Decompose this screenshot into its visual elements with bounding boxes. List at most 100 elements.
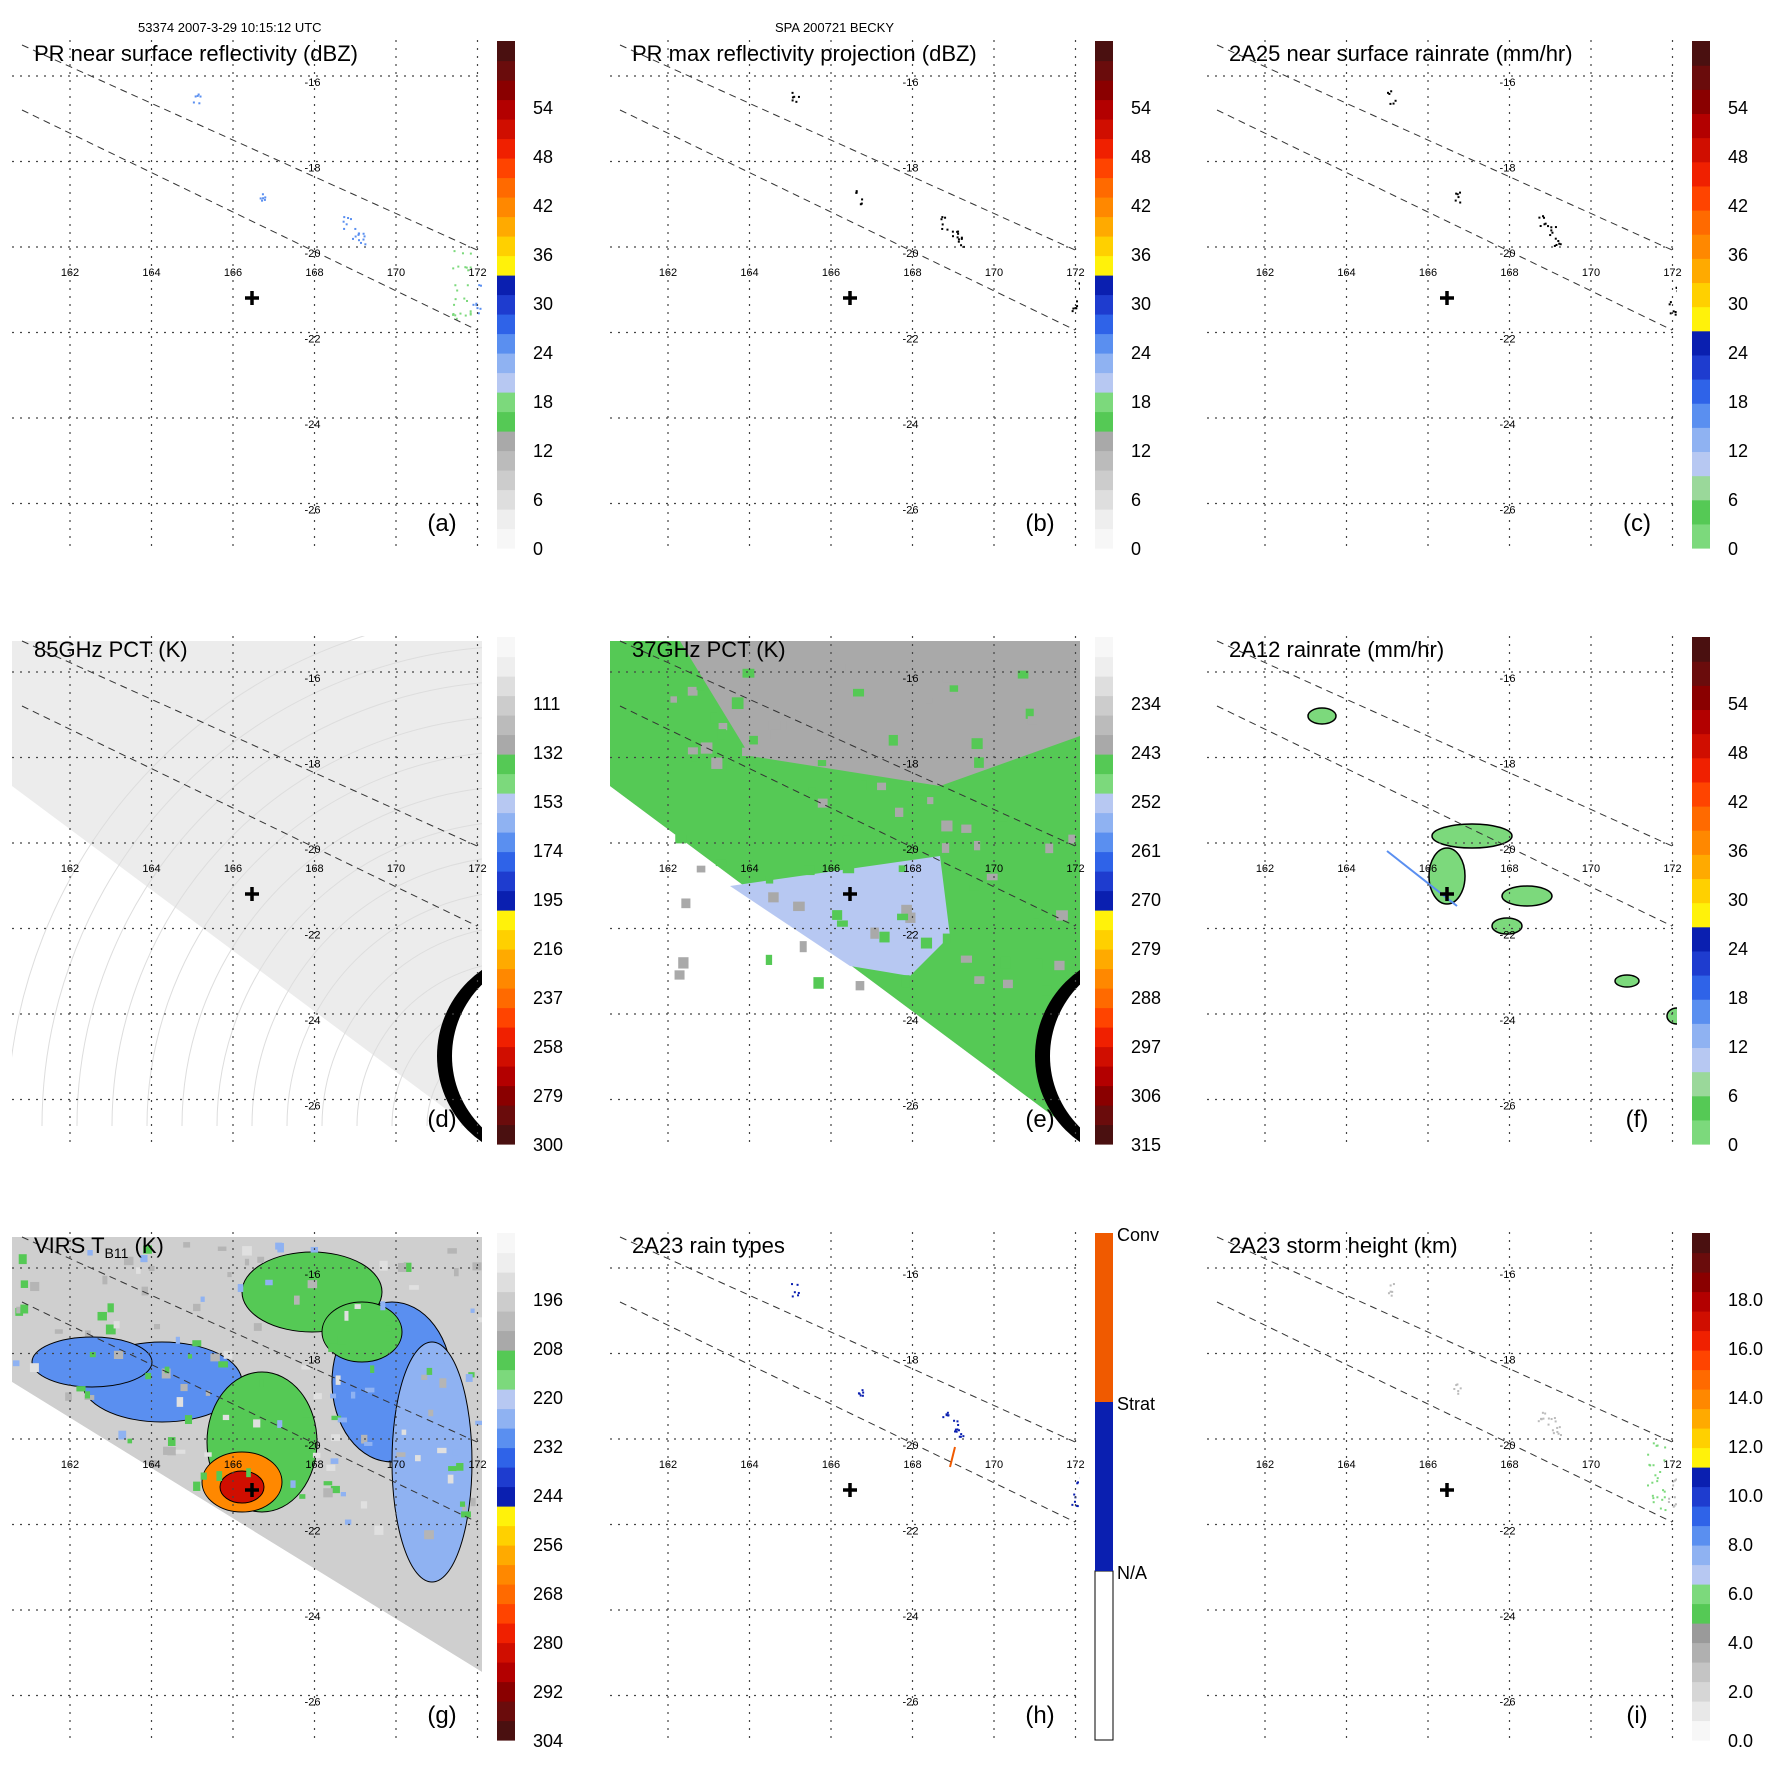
echo-pixel	[1456, 1383, 1459, 1386]
pixel	[1056, 910, 1068, 921]
pixel	[717, 729, 726, 740]
echo-pixel	[1656, 1480, 1659, 1483]
echo-pixel	[466, 284, 469, 287]
colorbar-segment	[1692, 757, 1710, 783]
lon-tick-label: 172	[1066, 267, 1084, 279]
echo-pixel	[475, 304, 478, 307]
colorbar-segment	[1692, 1023, 1710, 1049]
pixel	[1054, 960, 1065, 971]
echo-pixel	[1651, 1481, 1654, 1484]
colorbar-segment	[1692, 999, 1710, 1024]
echo-pixel	[791, 99, 794, 102]
pixel	[439, 1378, 447, 1388]
colorbar-tick: 36	[1728, 245, 1748, 265]
echo-pixel	[862, 1391, 865, 1394]
pixel	[379, 1260, 388, 1271]
colorbar-segment	[497, 1105, 515, 1126]
echo-pixel	[1080, 1483, 1082, 1485]
echo-pixel	[1389, 1284, 1392, 1287]
swath-85ghz	[12, 641, 482, 1136]
echo-pixel	[1542, 215, 1545, 218]
rain-contour	[1666, 1007, 1677, 1025]
pixel	[852, 688, 865, 697]
echo-pixel	[1081, 293, 1083, 295]
lat-tick-label: -20	[903, 844, 919, 856]
colorbar-segment	[1692, 137, 1710, 163]
panel-label: (d)	[427, 1106, 456, 1133]
colorbar-segment	[1095, 158, 1113, 179]
echo-pixel	[1668, 303, 1671, 306]
echo-pixel	[1538, 216, 1541, 219]
panel-i: 162 164 166 168 170 172 -16 -18 -20 -22 -24 -26 2A23…	[1207, 1232, 1763, 1751]
pixel	[340, 1492, 346, 1497]
colorbar-segment	[497, 754, 515, 775]
pixel	[16, 1306, 21, 1314]
echo-pixel	[793, 1291, 796, 1294]
cloud-blob	[31, 1336, 153, 1388]
lon-tick-label: 166	[1419, 1459, 1437, 1471]
pixel	[326, 1464, 336, 1471]
echo-pixel	[1558, 1426, 1561, 1429]
echo-pixel	[791, 91, 794, 94]
colorbar-tick: 42	[1728, 792, 1748, 812]
echo-pixel	[1557, 1432, 1560, 1435]
pixel	[711, 757, 723, 769]
colorbar-segment	[1095, 988, 1113, 1009]
storm-center-marker	[245, 887, 259, 901]
echo-pixel	[1387, 91, 1390, 94]
pixel	[187, 1354, 193, 1359]
pixel	[192, 1340, 202, 1347]
echo-pixel	[1457, 196, 1460, 199]
lat-tick-label: -20	[1500, 248, 1516, 260]
echo-pixel	[472, 303, 475, 306]
lat-tick-label: -22	[903, 930, 919, 942]
colorbar-segment	[1692, 1369, 1710, 1390]
swath-edge-dash	[619, 705, 1076, 927]
echo-pixel	[1663, 1459, 1666, 1462]
scan-arc	[251, 858, 482, 1127]
pixel	[898, 865, 906, 873]
pixel	[888, 734, 898, 746]
echo-pixel	[951, 235, 954, 238]
pixel	[193, 1303, 201, 1312]
field-pr_rain	[1387, 90, 1677, 316]
lon-tick-label: 168	[1500, 1459, 1518, 1471]
colorbar-segment	[497, 1066, 515, 1087]
echo-pixel	[466, 299, 469, 302]
echo-pixel	[957, 230, 960, 233]
colorbar-tick: 2.0	[1728, 1682, 1753, 1702]
lat-tick-label: -16	[903, 673, 919, 685]
echo-pixel	[955, 1430, 958, 1433]
echo-pixel	[259, 197, 262, 200]
echo-pixel	[960, 236, 963, 239]
lat-tick-label: -24	[903, 1015, 919, 1027]
colorbar-segment	[1692, 161, 1710, 187]
echo-pixel	[1392, 1283, 1395, 1286]
echo-pixel	[797, 1291, 800, 1294]
pixel	[718, 722, 728, 731]
swath-edge-dash	[619, 44, 1076, 251]
pixel	[97, 1311, 107, 1321]
pixel	[675, 834, 687, 844]
echo-pixel	[1680, 1484, 1682, 1486]
pixel	[141, 1286, 148, 1296]
pixel	[313, 1393, 322, 1400]
echo-pixel	[1675, 286, 1677, 289]
colorbar-segment	[497, 275, 515, 296]
echo-pixel	[1647, 1453, 1650, 1456]
colorbar-segment	[1692, 1291, 1710, 1312]
colorbar-tick: 14.0	[1728, 1388, 1763, 1408]
storm-center-marker	[1440, 887, 1454, 901]
pixel	[301, 1365, 311, 1370]
pixel	[462, 1505, 467, 1511]
echo-pixel	[1552, 1432, 1555, 1435]
colorbar-segment	[1095, 656, 1113, 677]
pixel	[836, 920, 848, 927]
colorbar-segment	[1095, 41, 1113, 62]
colorbar-segment	[1692, 1525, 1710, 1546]
echo-pixel	[345, 223, 348, 226]
colorbar-segment	[1095, 695, 1113, 716]
colorbar-segment	[497, 734, 515, 755]
echo-pixel	[362, 238, 365, 241]
pixel	[710, 712, 718, 724]
